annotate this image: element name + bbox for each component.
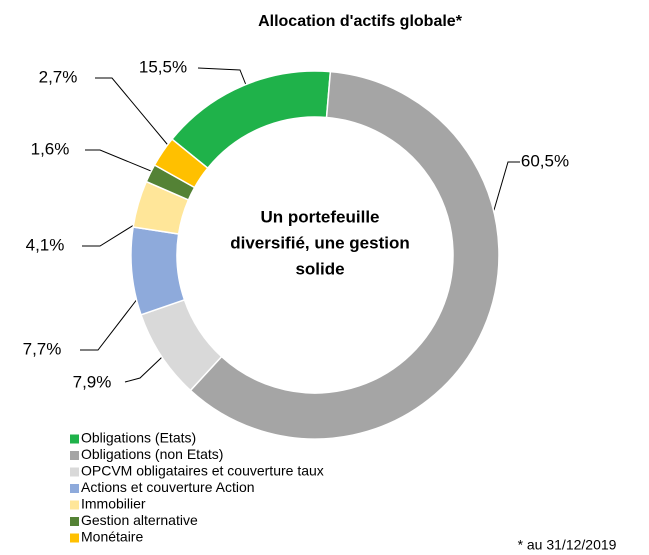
legend-label: Immobilier bbox=[81, 496, 146, 512]
data-label: 7,7% bbox=[23, 339, 62, 358]
donut-slice bbox=[189, 70, 500, 440]
legend-label: Obligations (Etats) bbox=[81, 430, 196, 446]
leader-lines bbox=[80, 67, 520, 383]
chart-title: Allocation d'actifs globale* bbox=[258, 13, 463, 30]
legend-label: OPCVM obligataires et couverture taux bbox=[81, 463, 324, 479]
data-label: 60,5% bbox=[521, 151, 569, 170]
legend-label: Gestion alternative bbox=[81, 512, 198, 528]
data-label: 7,9% bbox=[73, 372, 112, 391]
data-label: 4,1% bbox=[26, 235, 65, 254]
donut-slice bbox=[170, 70, 332, 170]
legend-swatch bbox=[70, 533, 79, 543]
data-label: 2,7% bbox=[39, 67, 78, 86]
center-text: solide bbox=[295, 259, 344, 278]
footnote: * au 31/12/2019 bbox=[518, 537, 617, 553]
legend-label: Actions et couverture Action bbox=[81, 479, 255, 495]
legend-swatch bbox=[70, 517, 79, 526]
legend-label: Monétaire bbox=[81, 529, 143, 545]
donut-slice bbox=[153, 138, 209, 189]
legend-swatch bbox=[70, 484, 79, 493]
center-text: diversifié, une gestion bbox=[230, 233, 410, 252]
data-label: 1,6% bbox=[31, 139, 70, 158]
legend-swatch bbox=[70, 467, 79, 477]
legend-swatch bbox=[70, 500, 79, 510]
center-text: Un portefeuille bbox=[260, 207, 379, 226]
legend-label: Obligations (non Etats) bbox=[81, 446, 223, 462]
legend-swatch bbox=[70, 434, 79, 444]
data-label: 15,5% bbox=[139, 57, 187, 76]
legend-swatch bbox=[70, 451, 79, 460]
donut-slice bbox=[130, 226, 186, 316]
